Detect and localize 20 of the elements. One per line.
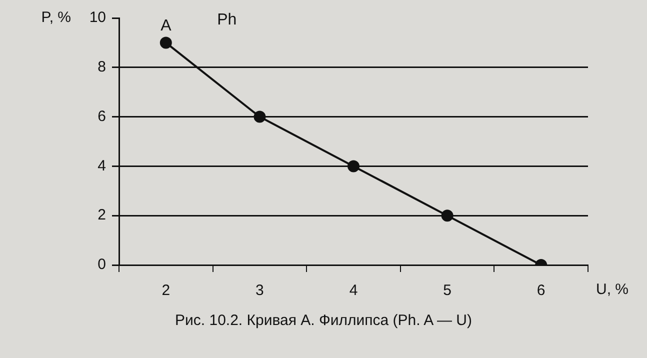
y-tick-label: 8 [98,58,106,76]
y-tick-label: 2 [98,206,106,224]
text: Рис. 10.2. Кривая А. Филлипса (Ph. A — U) [174,312,473,329]
x-tick-label: 5 [443,282,452,300]
x-tick-label: 2 [162,282,170,300]
x-tick-label: 4 [349,282,358,300]
point [254,110,266,123]
y-axis-title: P, % [41,9,71,26]
point [348,160,360,172]
x-tick-label: 6 [536,282,546,300]
point [441,210,454,222]
annotation: Ph [217,11,237,28]
y-tick-label: 0 [98,256,106,274]
y-tick-label: 10 [89,9,106,26]
annotation: A [160,18,172,35]
x-axis-title: U, % [596,281,629,298]
y-tick-label: 4 [98,157,106,174]
y-tick-label: 6 [98,108,106,125]
point [160,36,172,49]
x-tick-label: 3 [256,282,264,300]
